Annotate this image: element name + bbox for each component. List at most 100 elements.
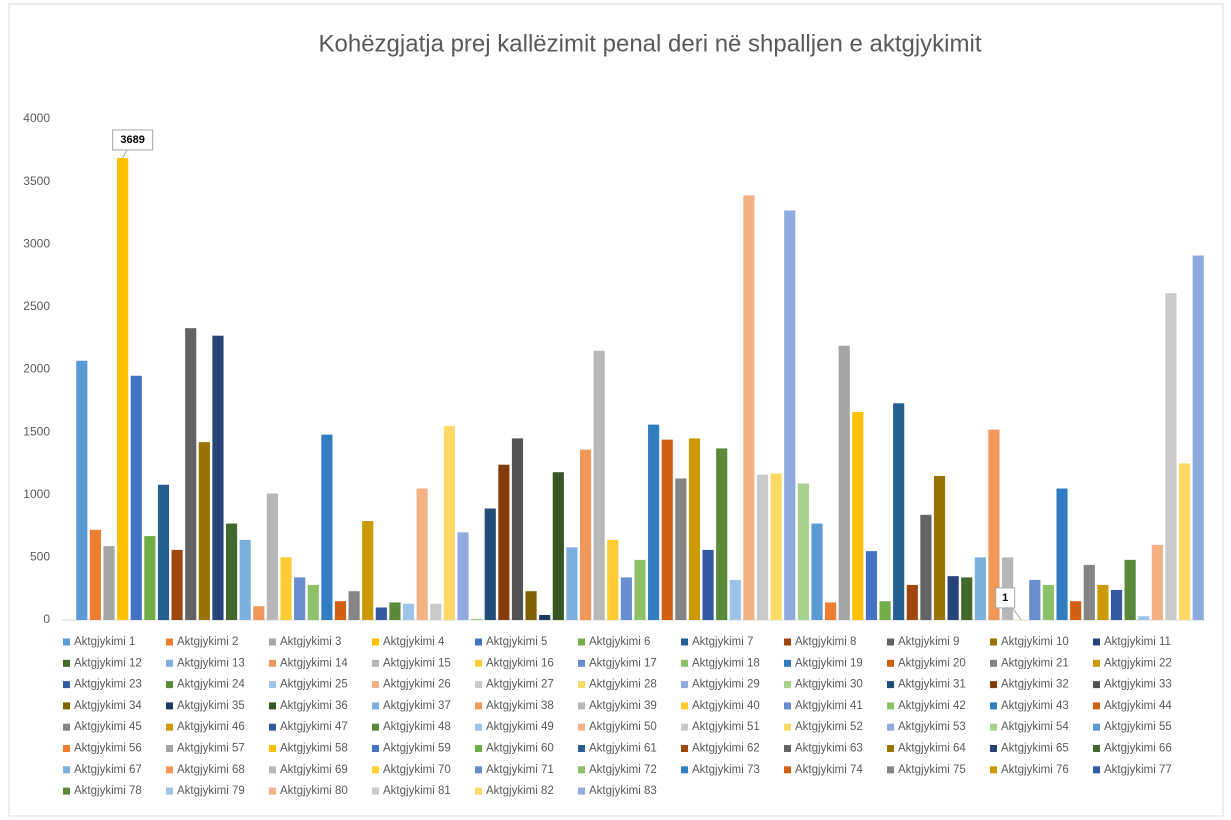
- legend-swatch: [372, 766, 379, 774]
- legend-swatch: [784, 723, 791, 731]
- legend-swatch: [166, 766, 173, 774]
- legend-label: Aktgjykimi 57: [177, 743, 245, 755]
- legend-label: Aktgjykimi 16: [486, 657, 554, 669]
- legend-swatch: [63, 723, 70, 731]
- legend-swatch: [1093, 723, 1100, 731]
- y-tick-label: 4000: [23, 111, 50, 125]
- legend-swatch: [269, 681, 276, 689]
- bar: [1029, 579, 1041, 620]
- legend-label: Aktgjykimi 66: [1104, 743, 1172, 755]
- legend-swatch: [990, 659, 997, 667]
- legend-swatch: [166, 702, 173, 710]
- legend-label: Aktgjykimi 79: [177, 785, 245, 797]
- data-label: 3689: [120, 134, 144, 146]
- bar: [906, 584, 918, 620]
- legend-swatch: [63, 638, 70, 646]
- legend-swatch: [887, 638, 894, 646]
- bar: [307, 584, 319, 620]
- legend-swatch: [1093, 681, 1100, 689]
- legend-swatch: [372, 638, 379, 646]
- y-tick-label: 1000: [23, 487, 50, 501]
- legend-swatch: [269, 787, 276, 795]
- bar: [933, 475, 946, 620]
- y-tick-label: 0: [43, 612, 50, 626]
- legend-label: Aktgjykimi 33: [1104, 679, 1172, 691]
- bar: [920, 514, 932, 620]
- legend-swatch: [269, 659, 276, 667]
- legend-label: Aktgjykimi 72: [589, 764, 657, 776]
- legend-swatch: [578, 702, 585, 710]
- legend-swatch: [1093, 659, 1100, 667]
- legend-swatch: [784, 638, 791, 646]
- legend-label: Aktgjykimi 8: [795, 636, 856, 648]
- legend-swatch: [166, 723, 173, 731]
- legend-swatch: [63, 702, 70, 710]
- legend-label: Aktgjykimi 13: [177, 657, 245, 669]
- bar: [1097, 584, 1109, 620]
- y-tick-label: 3500: [23, 174, 50, 188]
- bar: [825, 602, 837, 620]
- bar: [1083, 564, 1095, 620]
- y-tick-label: 1500: [23, 424, 50, 438]
- legend-swatch: [63, 659, 70, 667]
- legend-swatch: [475, 723, 482, 731]
- legend-label: Aktgjykimi 15: [383, 657, 451, 669]
- legend-swatch: [372, 681, 379, 689]
- legend-label: Aktgjykimi 24: [177, 679, 245, 691]
- legend-label: Aktgjykimi 56: [74, 743, 142, 755]
- legend-swatch: [578, 745, 585, 752]
- legend-label: Aktgjykimi 22: [1104, 657, 1172, 669]
- legend-label: Aktgjykimi 50: [589, 721, 657, 733]
- legend-label: Aktgjykimi 82: [486, 785, 554, 797]
- legend-label: Aktgjykimi 7: [692, 636, 753, 648]
- bar: [974, 557, 986, 620]
- bar: [511, 438, 524, 620]
- bar: [1070, 601, 1082, 620]
- legend-label: Aktgjykimi 14: [280, 657, 348, 669]
- bar: [716, 448, 728, 620]
- legend-swatch: [578, 723, 585, 731]
- legend-label: Aktgjykimi 76: [1001, 764, 1069, 776]
- bar: [756, 474, 769, 620]
- legend-swatch: [990, 745, 997, 752]
- legend-swatch: [681, 702, 688, 710]
- legend-swatch: [578, 681, 585, 689]
- bar: [280, 557, 292, 620]
- bar: [484, 508, 496, 620]
- y-tick-label: 2000: [23, 362, 50, 376]
- bar: [117, 157, 129, 620]
- bar: [348, 591, 360, 620]
- legend-swatch: [681, 745, 688, 752]
- bar: [1178, 463, 1191, 620]
- bar: [661, 439, 673, 620]
- bar: [266, 493, 278, 620]
- legend-swatch: [475, 702, 482, 710]
- bar: [552, 472, 564, 620]
- legend-label: Aktgjykimi 67: [74, 764, 142, 776]
- bar: [89, 529, 102, 620]
- legend-label: Aktgjykimi 45: [74, 721, 142, 733]
- legend-label: Aktgjykimi 77: [1104, 764, 1172, 776]
- bar: [648, 424, 660, 620]
- y-tick-label: 2500: [23, 299, 50, 313]
- legend-swatch: [990, 702, 997, 710]
- legend-swatch: [372, 723, 379, 731]
- bar: [443, 425, 455, 620]
- bar: [1042, 584, 1055, 620]
- legend-swatch: [269, 702, 276, 710]
- legend-label: Aktgjykimi 62: [692, 743, 760, 755]
- legend-swatch: [166, 681, 173, 689]
- legend-label: Aktgjykimi 20: [898, 657, 966, 669]
- bar: [811, 523, 823, 620]
- legend-swatch: [990, 638, 997, 646]
- legend-label: Aktgjykimi 43: [1001, 700, 1069, 712]
- legend-swatch: [887, 745, 894, 752]
- legend-label: Aktgjykimi 39: [589, 700, 657, 712]
- legend-label: Aktgjykimi 11: [1104, 636, 1171, 648]
- legend-label: Aktgjykimi 53: [898, 721, 966, 733]
- legend-label: Aktgjykimi 58: [280, 743, 348, 755]
- bar: [579, 449, 592, 620]
- legend-swatch: [63, 681, 70, 689]
- legend-swatch: [681, 723, 688, 731]
- legend-label: Aktgjykimi 2: [177, 636, 238, 648]
